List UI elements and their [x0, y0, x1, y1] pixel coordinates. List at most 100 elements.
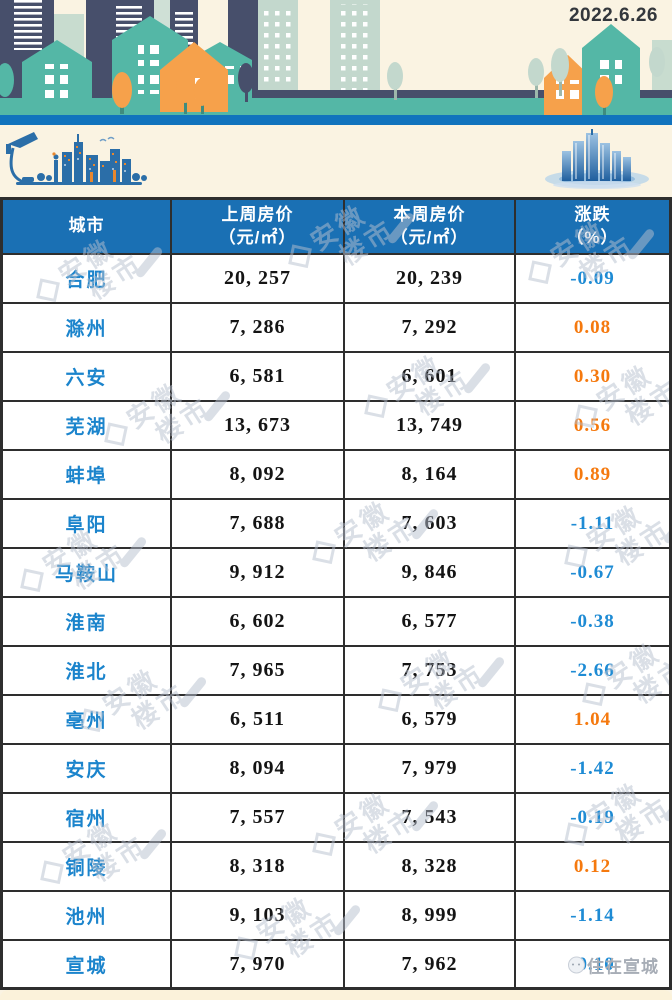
last-week-price-cell: 6, 581 [172, 353, 345, 400]
this-week-price-cell: 8, 328 [345, 843, 516, 890]
city-cell: 合肥 [3, 255, 172, 302]
last-week-price-cell: 7, 557 [172, 794, 345, 841]
header-this-week-unit: （元/㎡） [390, 227, 469, 247]
change-cell: -0.38 [516, 598, 669, 645]
change-value: -1.42 [570, 757, 615, 779]
last-week-price-cell: 7, 286 [172, 304, 345, 351]
table-row: 宣城 7, 970 7, 962 -0.10 住在宣城 [3, 939, 669, 988]
table-row: 蚌埠 8, 092 8, 164 0.89 [3, 449, 669, 498]
this-week-price-cell: 7, 753 [345, 647, 516, 694]
change-value: -0.10 [570, 953, 615, 975]
city-cell: 淮南 [3, 598, 172, 645]
date-label: 2022.6.26 [568, 5, 658, 26]
change-value: 0.08 [573, 316, 612, 338]
change-value: -0.19 [570, 806, 615, 828]
header-change: 涨跌 （%） [516, 200, 669, 253]
city-cell: 滁州 [3, 304, 172, 351]
header-this-week-label: 本周房价 [393, 205, 466, 225]
table-row: 淮北 7, 965 7, 753 -2.66 [3, 645, 669, 694]
change-value: 0.30 [573, 365, 612, 387]
city-cell: 阜阳 [3, 500, 172, 547]
change-cell: 0.12 [516, 843, 669, 890]
this-week-price-cell: 20, 239 [345, 255, 516, 302]
change-cell: -1.14 [516, 892, 669, 939]
city-cell: 宿州 [3, 794, 172, 841]
header-city-label: 城市 [68, 216, 105, 236]
this-week-price-cell: 6, 577 [345, 598, 516, 645]
city-cell: 池州 [3, 892, 172, 939]
change-value: 1.04 [573, 708, 612, 730]
change-value: -0.38 [570, 610, 615, 632]
header-last-week: 上周房价 （元/㎡） [172, 200, 345, 253]
header-change-label: 涨跌 [574, 205, 611, 225]
this-week-price-cell: 8, 164 [345, 451, 516, 498]
last-week-price-cell: 6, 511 [172, 696, 345, 743]
skyline-band [0, 125, 672, 197]
header-change-unit: （%） [566, 227, 619, 247]
change-value: -1.14 [570, 904, 615, 926]
last-week-price-cell: 9, 912 [172, 549, 345, 596]
table-header-row: 城市 上周房价 （元/㎡） 本周房价 （元/㎡） 涨跌 （%） [3, 200, 669, 253]
change-value: -0.67 [570, 561, 615, 583]
header-last-week-unit: （元/㎡） [218, 227, 297, 247]
table-row: 阜阳 7, 688 7, 603 -1.11 [3, 498, 669, 547]
table-row: 宿州 7, 557 7, 543 -0.19 [3, 792, 669, 841]
city-cell: 芜湖 [3, 402, 172, 449]
city-cell: 淮北 [3, 647, 172, 694]
this-week-price-cell: 7, 979 [345, 745, 516, 792]
table-row: 滁州 7, 286 7, 292 0.08 [3, 302, 669, 351]
city-cell: 亳州 [3, 696, 172, 743]
last-week-price-cell: 8, 092 [172, 451, 345, 498]
last-week-price-cell: 8, 318 [172, 843, 345, 890]
this-week-price-cell: 6, 601 [345, 353, 516, 400]
this-week-price-cell: 13, 749 [345, 402, 516, 449]
last-week-price-cell: 9, 103 [172, 892, 345, 939]
this-week-price-cell: 8, 999 [345, 892, 516, 939]
left-skyline-illustration [6, 132, 147, 185]
table-row: 安庆 8, 094 7, 979 -1.42 [3, 743, 669, 792]
table-row: 亳州 6, 511 6, 579 1.04 [3, 694, 669, 743]
this-week-price-cell: 9, 846 [345, 549, 516, 596]
bottom-strip [0, 990, 672, 1000]
this-week-price-cell: 7, 292 [345, 304, 516, 351]
last-week-price-cell: 13, 673 [172, 402, 345, 449]
price-table: 城市 上周房价 （元/㎡） 本周房价 （元/㎡） 涨跌 （%） 合肥 20, 257 … [0, 197, 672, 990]
header-this-week: 本周房价 （元/㎡） [345, 200, 516, 253]
header-city: 城市 [3, 200, 172, 253]
table-row: 铜陵 8, 318 8, 328 0.12 [3, 841, 669, 890]
table-row: 合肥 20, 257 20, 239 -0.09 [3, 253, 669, 302]
right-skyline-illustration [545, 129, 649, 189]
change-value: 0.12 [573, 855, 612, 877]
table-row: 六安 6, 581 6, 601 0.30 [3, 351, 669, 400]
change-cell: -0.09 [516, 255, 669, 302]
change-cell: -0.19 [516, 794, 669, 841]
city-cell: 宣城 [3, 941, 172, 988]
change-cell: 0.08 [516, 304, 669, 351]
last-week-price-cell: 7, 688 [172, 500, 345, 547]
table-row: 淮南 6, 602 6, 577 -0.38 [3, 596, 669, 645]
city-cell: 马鞍山 [3, 549, 172, 596]
this-week-price-cell: 7, 962 [345, 941, 516, 988]
change-value: -2.66 [570, 659, 615, 681]
change-value: 0.56 [573, 414, 612, 436]
change-value: -0.09 [570, 267, 615, 289]
change-value: 0.89 [573, 463, 612, 485]
city-banner: 2022.6.26 [0, 0, 672, 115]
city-cell: 六安 [3, 353, 172, 400]
last-week-price-cell: 20, 257 [172, 255, 345, 302]
last-week-price-cell: 8, 094 [172, 745, 345, 792]
city-cell: 铜陵 [3, 843, 172, 890]
change-cell: 0.56 [516, 402, 669, 449]
this-week-price-cell: 7, 603 [345, 500, 516, 547]
city-cell: 蚌埠 [3, 451, 172, 498]
this-week-price-cell: 6, 579 [345, 696, 516, 743]
last-week-price-cell: 6, 602 [172, 598, 345, 645]
this-week-price-cell: 7, 543 [345, 794, 516, 841]
city-banner-illustration [0, 0, 672, 115]
table-row: 池州 9, 103 8, 999 -1.14 [3, 890, 669, 939]
last-week-price-cell: 7, 965 [172, 647, 345, 694]
header-last-week-label: 上周房价 [221, 205, 294, 225]
table-row: 芜湖 13, 673 13, 749 0.56 [3, 400, 669, 449]
last-week-price-cell: 7, 970 [172, 941, 345, 988]
change-cell: -1.42 [516, 745, 669, 792]
